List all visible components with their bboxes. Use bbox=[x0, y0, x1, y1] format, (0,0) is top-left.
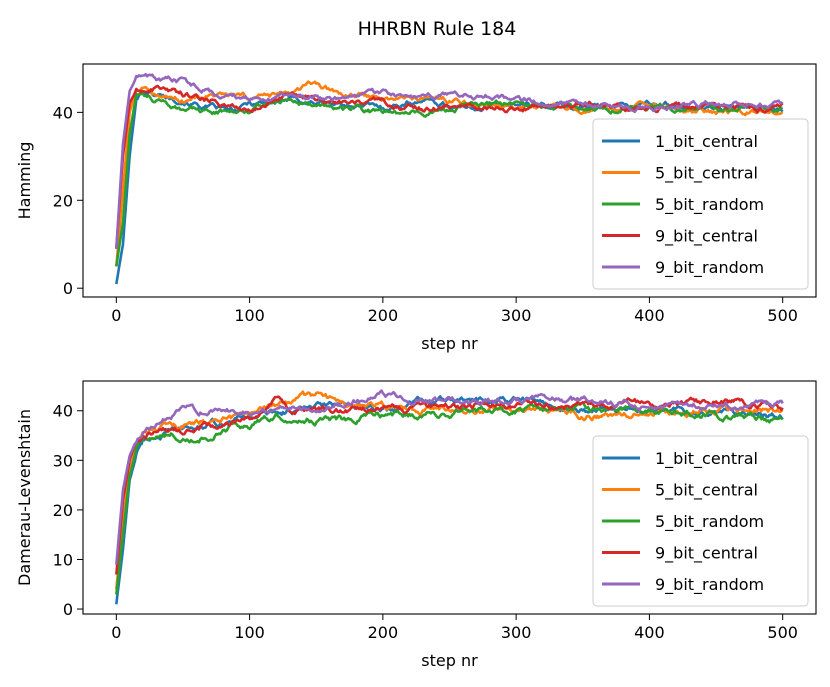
y-tick-label: 10 bbox=[53, 550, 73, 569]
series-line-9_bit_random bbox=[115, 389, 784, 565]
x-tick-label: 300 bbox=[501, 623, 532, 642]
legend: 1_bit_central 5_bit_central 5_bit_random 9_… bbox=[592, 118, 809, 290]
y-tick-label: 0 bbox=[63, 600, 73, 619]
figure-title: HHRBN Rule 184 bbox=[358, 18, 517, 40]
x-tick-label: 100 bbox=[234, 623, 265, 642]
x-tick-label: 300 bbox=[501, 306, 532, 325]
y-tick-label: 20 bbox=[53, 501, 73, 520]
axes-frame bbox=[82, 63, 817, 298]
x-tick-label: 0 bbox=[111, 306, 121, 325]
legend-label-1_bit_central: 1_bit_central bbox=[655, 449, 758, 469]
x-tick-label: 500 bbox=[767, 306, 798, 325]
legend-label-9_bit_central: 9_bit_central bbox=[655, 544, 758, 564]
legend-label-9_bit_random: 9_bit_random bbox=[655, 575, 764, 595]
series-line-9_bit_central bbox=[115, 84, 784, 249]
x-tick-label: 200 bbox=[368, 306, 399, 325]
legend-box bbox=[592, 118, 809, 290]
x-tick-label: 0 bbox=[111, 623, 121, 642]
x-tick-label: 100 bbox=[234, 306, 265, 325]
series-line-5_bit_random bbox=[115, 92, 784, 267]
legend-label-9_bit_random: 9_bit_random bbox=[655, 258, 764, 278]
y-tick-label: 40 bbox=[53, 103, 73, 122]
axes-frame bbox=[82, 380, 817, 615]
legend-label-1_bit_central: 1_bit_central bbox=[655, 132, 758, 152]
legend-label-5_bit_random: 5_bit_random bbox=[655, 512, 764, 532]
legend-box bbox=[592, 435, 809, 607]
y-tick-label: 40 bbox=[53, 402, 73, 421]
y-tick-label: 20 bbox=[53, 191, 73, 210]
legend-label-5_bit_random: 5_bit_random bbox=[655, 195, 764, 215]
subplot-2: 0 100 200 300 400 500 0 10 20 30 40 step nr Damerau-… bbox=[15, 380, 817, 670]
legend-label-5_bit_central: 5_bit_central bbox=[655, 481, 758, 501]
x-tick-label: 400 bbox=[634, 306, 665, 325]
series-line-5_bit_random bbox=[115, 401, 783, 595]
x-axis-label: step nr bbox=[421, 651, 478, 670]
x-tick-label: 400 bbox=[634, 623, 665, 642]
x-tick-label: 500 bbox=[767, 623, 798, 642]
x-axis-label: step nr bbox=[421, 334, 478, 353]
subplot-1: 0 100 200 300 400 500 0 20 40 step nr Hamming 1_bit… bbox=[15, 63, 817, 353]
x-tick-label: 200 bbox=[368, 623, 399, 642]
y-axis-label: Hamming bbox=[15, 142, 34, 220]
legend-label-5_bit_central: 5_bit_central bbox=[655, 164, 758, 184]
y-tick-label: 0 bbox=[63, 279, 73, 298]
y-axis-label: Damerau-Levenshtain bbox=[15, 409, 34, 586]
series-line-9_bit_random bbox=[115, 72, 784, 249]
legend: 1_bit_central 5_bit_central 5_bit_random 9_… bbox=[592, 435, 809, 607]
legend-label-9_bit_central: 9_bit_central bbox=[655, 227, 758, 247]
y-tick-label: 30 bbox=[53, 451, 73, 470]
